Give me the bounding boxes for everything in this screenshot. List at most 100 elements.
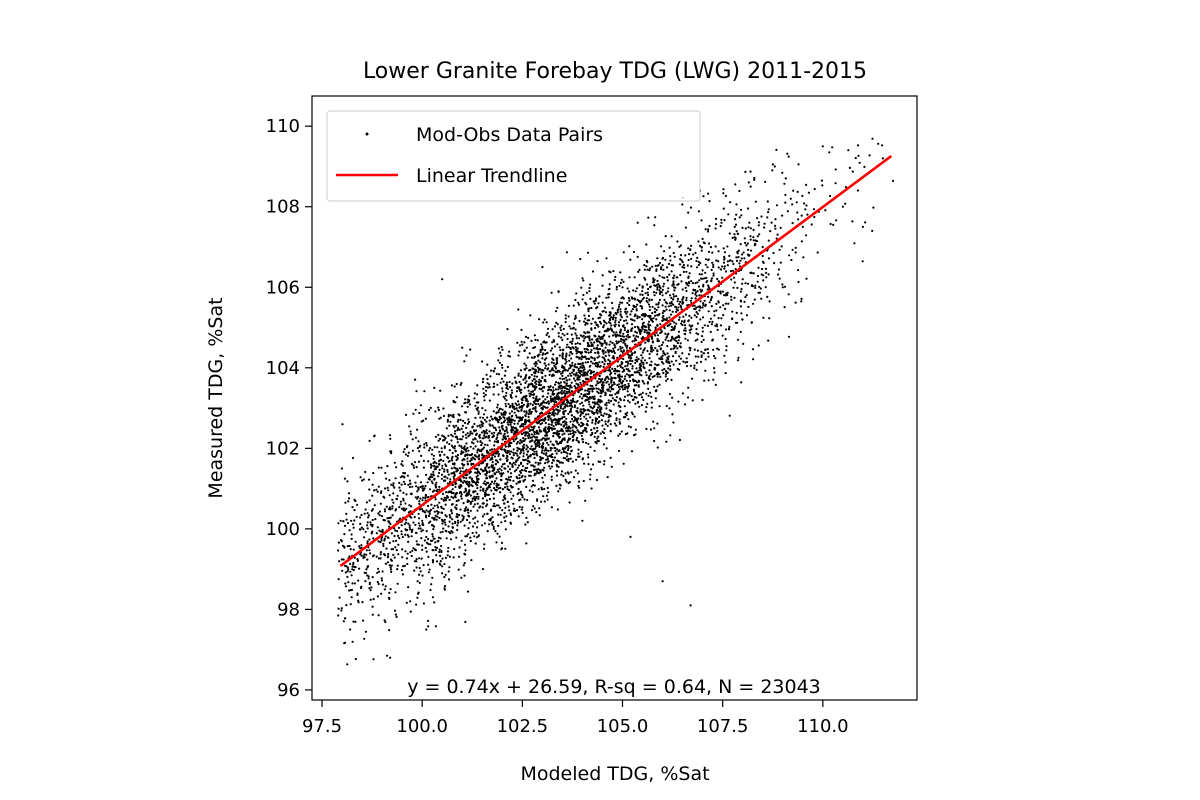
data-point	[467, 395, 470, 398]
data-point	[621, 351, 624, 354]
data-point	[462, 515, 465, 519]
data-point	[681, 298, 684, 301]
data-point	[598, 320, 602, 323]
data-point	[655, 318, 658, 321]
data-point	[409, 610, 412, 613]
data-point	[345, 604, 348, 607]
data-point	[467, 511, 470, 514]
data-point	[532, 400, 536, 403]
data-point	[581, 422, 584, 425]
data-point	[673, 326, 676, 330]
data-point	[627, 362, 630, 365]
data-point	[607, 296, 610, 299]
data-point	[385, 477, 388, 480]
data-point	[500, 425, 503, 428]
data-point	[689, 206, 693, 209]
data-point	[511, 414, 514, 417]
data-point	[590, 322, 593, 325]
data-point	[496, 532, 499, 535]
data-point	[401, 464, 404, 467]
data-point	[654, 326, 657, 329]
data-point	[497, 524, 500, 527]
data-point	[696, 322, 700, 325]
data-point	[503, 494, 506, 497]
data-point	[359, 522, 362, 526]
data-point	[797, 218, 800, 221]
data-point	[501, 463, 505, 466]
data-point	[389, 566, 392, 569]
data-point	[522, 437, 525, 440]
data-point	[596, 426, 599, 429]
data-point	[535, 472, 538, 475]
data-point	[579, 381, 582, 384]
data-point	[513, 407, 516, 411]
data-point	[638, 393, 641, 396]
data-point	[427, 504, 430, 507]
data-point	[552, 362, 555, 365]
data-point	[493, 444, 496, 447]
data-point	[541, 357, 544, 360]
data-point	[441, 519, 444, 523]
data-point	[881, 144, 884, 147]
data-point	[432, 465, 436, 468]
data-point	[596, 306, 599, 309]
data-point	[464, 507, 467, 511]
data-point	[538, 378, 541, 381]
data-point	[596, 380, 599, 383]
data-point	[447, 546, 450, 550]
data-point	[670, 302, 673, 305]
data-point	[575, 292, 578, 295]
data-point	[608, 368, 611, 372]
data-point	[469, 348, 472, 351]
data-point	[786, 210, 789, 213]
data-point	[500, 363, 504, 367]
data-point	[461, 462, 464, 465]
data-point	[539, 361, 542, 364]
data-point	[616, 333, 619, 336]
data-point	[634, 305, 638, 308]
data-point	[533, 362, 536, 365]
data-point	[591, 419, 594, 422]
data-point	[800, 214, 803, 217]
data-point	[466, 590, 470, 593]
data-point	[435, 560, 439, 563]
data-point	[583, 415, 586, 418]
data-point	[508, 350, 511, 353]
data-point	[672, 251, 675, 255]
data-point	[348, 589, 351, 592]
data-point	[432, 470, 435, 473]
data-point	[353, 509, 356, 512]
data-point	[345, 512, 348, 516]
data-point	[427, 460, 430, 463]
data-point	[484, 495, 487, 498]
data-point	[403, 476, 406, 479]
data-point	[438, 550, 441, 554]
data-point	[640, 374, 643, 377]
data-point	[574, 363, 577, 366]
data-point	[532, 378, 536, 381]
data-point	[546, 351, 549, 355]
data-point	[740, 214, 743, 217]
data-point	[371, 483, 374, 486]
data-point	[500, 478, 503, 482]
data-point	[510, 410, 514, 413]
data-point	[540, 486, 543, 489]
data-point	[603, 339, 606, 342]
data-point	[407, 522, 410, 525]
data-point	[551, 373, 554, 376]
data-point	[524, 475, 527, 478]
data-point	[415, 558, 418, 561]
data-point	[780, 245, 783, 248]
data-point	[591, 463, 595, 466]
data-point	[805, 277, 808, 280]
data-point	[421, 485, 424, 488]
data-point	[588, 335, 591, 338]
data-point	[421, 489, 425, 492]
data-point	[460, 438, 463, 441]
data-point	[719, 225, 722, 228]
data-point	[670, 296, 673, 299]
data-point	[565, 346, 568, 349]
data-point	[490, 465, 493, 468]
data-point	[348, 529, 351, 532]
data-point	[428, 476, 431, 479]
